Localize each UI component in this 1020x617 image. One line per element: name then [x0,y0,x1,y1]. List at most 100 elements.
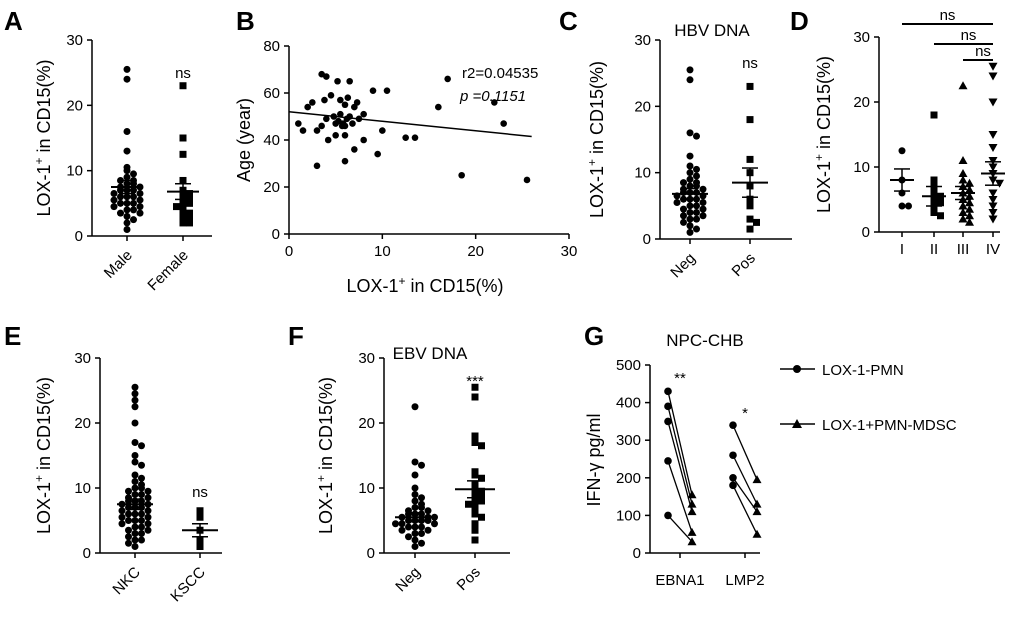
panel-f-title: EBV DNA [393,344,468,363]
panel-b-point [337,96,344,104]
panel-b-point [321,96,328,104]
panel-a-point-male [130,193,137,201]
panel-a-point-female [179,212,187,220]
panel-c-point-pos [746,155,754,163]
panel-g-pmn-point [729,451,737,460]
panel-b-point [435,103,442,111]
panel-a-point-female [179,150,187,158]
panel-g-mdsc-point [687,507,697,516]
panel-f-point-pos [465,500,472,508]
panel-e-point-nkc [144,494,152,502]
panel-a-point-male [130,216,137,224]
panel-g-pair-line [667,391,693,495]
panel-label-f: F [288,321,304,351]
panel-b-point [523,176,531,184]
panel-g-pmn-point [664,417,672,426]
panel-c-y-label: LOX-1+ in CD15(%) [585,61,607,218]
panel-c-point-pos [753,218,760,226]
panel-e-point-nkc [131,517,139,524]
panel-c-y-tick-label: 0 [643,231,651,248]
panel-d-point-iii [965,191,974,200]
panel-d-point-iv [988,202,998,211]
panel-e-point-nkc [144,526,152,534]
panel-c-point-neg [680,212,687,220]
panel-b-point [318,122,325,130]
panel-c-point-neg [673,199,681,207]
panel-f-y-tick-label: 30 [358,350,375,367]
panel-b-y-tick-label: 20 [263,179,280,196]
panel-g-mdsc-point [687,527,697,536]
panel-g-mdsc-point [687,537,697,546]
panel-c-point-neg [693,215,700,223]
panel-a-point-female [179,206,187,214]
panel-e-point-nkc [144,513,152,521]
panel-d-point-iv [988,62,998,71]
panel-c-point-neg [699,212,707,220]
panel-e-point-nkc [131,452,139,459]
panel-c-point-neg [699,199,707,207]
panel-c-point-pos [746,215,754,223]
panel-e-point-nkc [125,533,132,541]
panel-a-y-label: LOX-1+ in CD15(%) [32,59,54,216]
panel-e-point-nkc [144,507,152,515]
panel-b-point [411,134,419,141]
panel-f-point-neg [398,526,406,534]
panel-g-x-tick-label: EBNA1 [655,572,704,589]
panel-label-g: G [584,321,604,351]
panel-b-point [299,127,307,134]
panel-g-y-tick-label: 100 [616,507,641,524]
panel-b-point [309,99,316,106]
panel-f-point-pos [471,536,479,544]
panel-f-point-neg [411,403,419,411]
panel-a-point-male [123,65,131,73]
panel-a-point-female [179,219,187,227]
panel-e-y-tick-label: 0 [83,545,91,562]
panel-e-point-nkc [118,507,126,515]
panel-a-point-male [110,196,118,204]
panel-b-point [383,87,391,94]
panel-f-point-neg [411,491,419,498]
panel-a-point-male [123,167,131,175]
panel-c-point-neg [680,189,687,197]
panel-f-point-pos [471,439,479,446]
panel-c-point-neg [680,205,687,213]
panel-d-point-i [905,202,912,210]
panel-a-point-male [130,206,137,214]
panel-a-point-female [186,190,193,198]
panel-e-point-kscc [196,513,204,521]
panel-d-point-iv [988,144,998,152]
panel-c-point-neg [693,165,700,173]
panel-a-annotation: ns [175,65,191,82]
panel-e-point-nkc [131,390,139,398]
panel-b-x-tick-label: 30 [561,243,578,260]
panel-b-point [332,132,339,139]
panel-a-point-female [179,176,187,184]
panel-label-c: C [559,6,578,36]
panel-f-annotation: *** [466,373,484,390]
panel-c-point-neg [686,182,694,190]
panel-g-pmn-point [664,457,672,465]
panel-f-point-pos [478,513,485,521]
panel-e-point-kscc [196,543,204,550]
panel-e-point-nkc [131,471,139,479]
panel-f-point-neg [424,517,432,524]
panel-d-bracket-label: ns [940,7,956,24]
panel-a-point-male [130,170,137,178]
panel-c-point-neg [680,179,687,187]
panel-e-point-nkc [131,484,139,492]
panel-e-point-nkc [138,530,145,537]
panel-g-pair-line [732,477,758,513]
panel-e-point-nkc [125,526,132,534]
panel-b-point [353,99,361,106]
panel-f-point-pos [471,383,479,391]
panel-g-pair-line [667,514,693,543]
panel-b-p: p =0.1151 [459,88,526,105]
panel-d-point-iv [988,131,998,139]
legend: LOX-1-PMN LOX-1+PMN-MDSC [780,362,957,434]
panel-d-point-iii [965,178,974,187]
panel-e-point-nkc [144,520,152,528]
panel-label-a: A [4,6,23,36]
panel-f-point-pos [471,432,479,440]
panel-d-point-iv [988,215,998,224]
